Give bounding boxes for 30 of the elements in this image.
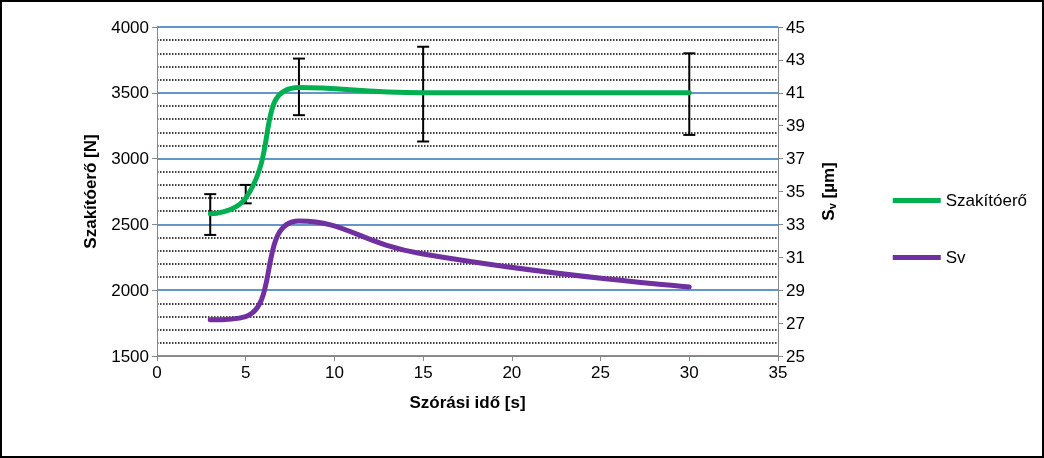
x-tick-label: 15 — [413, 363, 433, 382]
x-tick-label: 0 — [152, 363, 162, 382]
y-tick-label: 2000 — [111, 280, 149, 300]
legend-label: Sv — [945, 248, 967, 267]
y2-tick-label: 25 — [786, 346, 805, 366]
x-tick-label: 25 — [591, 363, 611, 382]
y2-tick-label: 33 — [786, 214, 805, 234]
y2-tick-label: 27 — [786, 313, 805, 333]
x-tick-label: 5 — [240, 363, 251, 382]
legend-label: Szakítóerő — [945, 191, 1027, 210]
y2-tick-label: 41 — [786, 83, 805, 103]
y-tick-label: 1500 — [111, 346, 149, 366]
y2-tick-label: 45 — [786, 17, 805, 37]
x-axis-title: Szórási idő [s] — [409, 393, 526, 412]
x-tick-label: 35 — [768, 363, 788, 382]
x-tick-label: 20 — [502, 363, 522, 382]
y2-tick-label: 29 — [786, 280, 805, 300]
y2-tick-label: 31 — [786, 247, 805, 267]
y-tick-label: 3500 — [111, 83, 149, 103]
y2-axis-title: Sv [µm] — [819, 162, 838, 221]
y-tick-label: 4000 — [111, 17, 149, 37]
y2-tick-label: 35 — [786, 182, 805, 201]
y2-tick-label: 37 — [786, 149, 805, 169]
y-tick-label: 3000 — [111, 149, 149, 169]
x-tick-label: 30 — [679, 363, 699, 382]
y-tick-label: 2500 — [111, 214, 149, 234]
y-axis-title: Szakítóerő [N] — [81, 134, 100, 249]
y2-tick-label: 43 — [786, 50, 805, 70]
y2-tick-label: 39 — [786, 116, 805, 136]
x-tick-label: 10 — [324, 363, 344, 382]
